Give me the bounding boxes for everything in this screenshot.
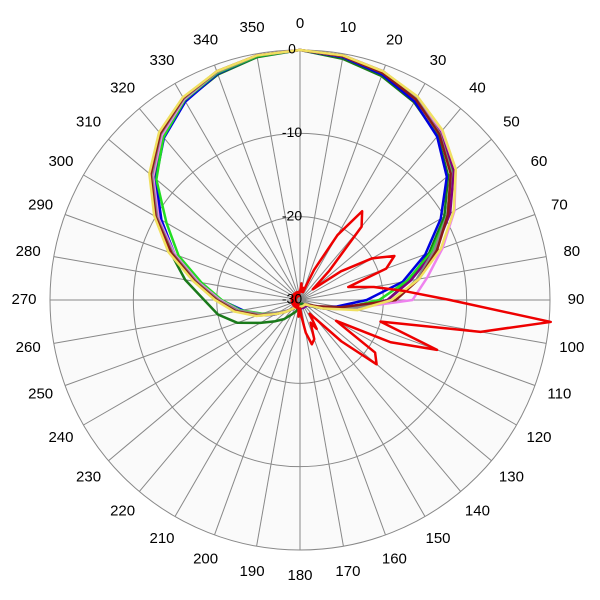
angle-grid-line <box>174 299 301 517</box>
angle-grid-line <box>108 299 301 462</box>
angle-grid-line <box>299 108 462 301</box>
angle-grid-line <box>299 299 462 492</box>
angle-tick-label: 320 <box>110 80 135 97</box>
angle-grid-line <box>299 83 426 301</box>
angle-tick-label: 220 <box>110 502 135 519</box>
angle-tick-label: 280 <box>16 243 41 260</box>
radial-tick-label: -20 <box>282 207 302 223</box>
angle-grid-line <box>299 214 536 301</box>
angle-tick-label: 30 <box>430 52 447 69</box>
angle-tick-label: 100 <box>559 339 584 356</box>
angle-grid-line <box>256 299 301 547</box>
angle-grid-line <box>256 53 301 301</box>
angle-tick-label: 120 <box>527 429 552 446</box>
radial-tick-label: -10 <box>282 124 302 140</box>
angle-tick-label: 210 <box>149 530 174 547</box>
series-line <box>290 210 552 366</box>
angle-tick-label: 60 <box>531 153 548 170</box>
angle-tick-label: 300 <box>48 153 73 170</box>
angle-grid-line <box>299 174 517 301</box>
angle-tick-label: 130 <box>499 468 524 485</box>
angle-tick-label: 150 <box>425 530 450 547</box>
angle-tick-label: 290 <box>28 197 53 214</box>
angle-grid-line <box>83 174 301 301</box>
angle-grid-line <box>64 214 301 301</box>
angle-grid-line <box>138 108 301 301</box>
angle-tick-label: 0 <box>296 15 304 32</box>
radial-tick-label: 0 <box>288 41 296 57</box>
angle-tick-label: 270 <box>11 291 36 308</box>
angle-grid-line <box>108 138 301 301</box>
angle-tick-label: 20 <box>386 32 403 49</box>
angle-grid-line <box>299 138 492 301</box>
angle-tick-label: 330 <box>149 52 174 69</box>
angle-tick-label: 170 <box>335 563 360 580</box>
angle-grid-line <box>299 256 547 301</box>
angle-tick-label: 240 <box>48 429 73 446</box>
angle-grid-line <box>83 299 301 426</box>
angle-tick-label: 10 <box>340 19 357 36</box>
angle-grid-line <box>214 64 301 301</box>
angle-tick-label: 350 <box>240 19 265 36</box>
angle-tick-label: 200 <box>193 550 218 567</box>
angle-grid-line <box>299 299 344 547</box>
angle-tick-label: 110 <box>547 385 571 402</box>
angle-grid-line <box>53 299 301 344</box>
angle-grid-line <box>299 299 426 517</box>
angle-tick-label: 40 <box>469 80 486 97</box>
angle-tick-label: 90 <box>568 291 585 308</box>
angle-tick-label: 140 <box>465 502 490 519</box>
angle-tick-label: 190 <box>240 563 265 580</box>
angle-grid-line <box>299 64 386 301</box>
angle-tick-label: 340 <box>193 32 218 49</box>
angle-tick-label: 70 <box>551 197 568 214</box>
angle-grid-line <box>138 299 301 492</box>
angle-tick-label: 80 <box>563 243 580 260</box>
series-line <box>148 48 458 318</box>
angle-tick-label: 180 <box>287 567 312 584</box>
angle-tick-label: 260 <box>16 339 41 356</box>
angle-tick-label: 160 <box>382 550 407 567</box>
angle-grid-line <box>174 83 301 301</box>
angle-tick-label: 250 <box>28 385 53 402</box>
radial-tick-label: -30 <box>282 291 302 307</box>
angle-grid-line <box>214 299 301 536</box>
angle-tick-label: 230 <box>76 468 101 485</box>
angle-tick-label: 310 <box>76 114 101 131</box>
angle-grid-line <box>299 299 536 386</box>
angle-tick-label: 50 <box>503 114 520 131</box>
angle-grid-line <box>53 256 301 301</box>
radial-grid-ring <box>132 132 468 468</box>
angle-grid-line <box>299 299 492 462</box>
angle-grid-line <box>299 53 344 301</box>
